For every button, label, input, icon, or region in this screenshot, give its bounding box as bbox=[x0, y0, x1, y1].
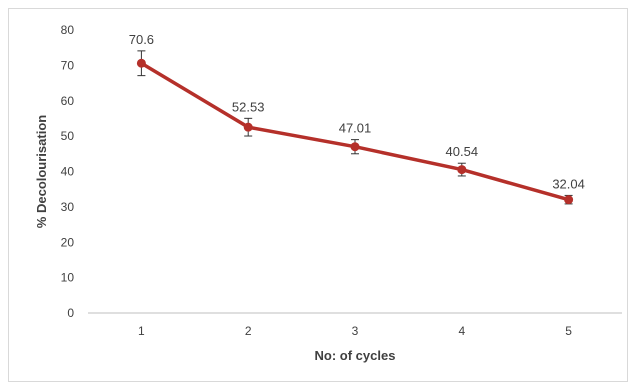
x-tick-label: 3 bbox=[352, 324, 359, 338]
data-label: 32.04 bbox=[552, 176, 585, 191]
x-tick-label: 1 bbox=[138, 324, 145, 338]
y-axis-title: % Decolourisation bbox=[34, 115, 49, 228]
series-group: 70.6 52.53 47.01 40.54 32.04 bbox=[129, 32, 585, 205]
x-tick-label: 4 bbox=[458, 324, 465, 338]
y-tick-label: 80 bbox=[61, 23, 75, 37]
x-tick-label: 2 bbox=[245, 324, 252, 338]
x-axis-title: No: of cycles bbox=[315, 348, 396, 363]
data-point bbox=[136, 58, 146, 68]
data-label: 47.01 bbox=[339, 121, 372, 136]
y-tick-label: 20 bbox=[61, 235, 75, 249]
y-tick-label: 30 bbox=[61, 200, 75, 214]
y-tick-label: 50 bbox=[61, 129, 75, 143]
chart-frame bbox=[8, 8, 628, 382]
data-label: 40.54 bbox=[446, 144, 479, 159]
y-tick-label: 0 bbox=[67, 306, 74, 320]
data-point bbox=[243, 122, 253, 132]
y-tick-label: 10 bbox=[61, 271, 75, 285]
x-tick-label: 5 bbox=[565, 324, 572, 338]
data-point bbox=[564, 195, 574, 205]
y-tick-label: 60 bbox=[61, 94, 75, 108]
data-label: 70.6 bbox=[129, 32, 154, 47]
data-point bbox=[457, 165, 467, 175]
x-axis-ticks: 1 2 3 4 5 bbox=[138, 324, 572, 338]
y-axis-ticks: 0 10 20 30 40 50 60 70 80 bbox=[61, 23, 75, 320]
y-tick-label: 40 bbox=[61, 165, 75, 179]
y-tick-label: 70 bbox=[61, 58, 75, 72]
data-label: 52.53 bbox=[232, 99, 265, 114]
data-point bbox=[350, 142, 360, 152]
